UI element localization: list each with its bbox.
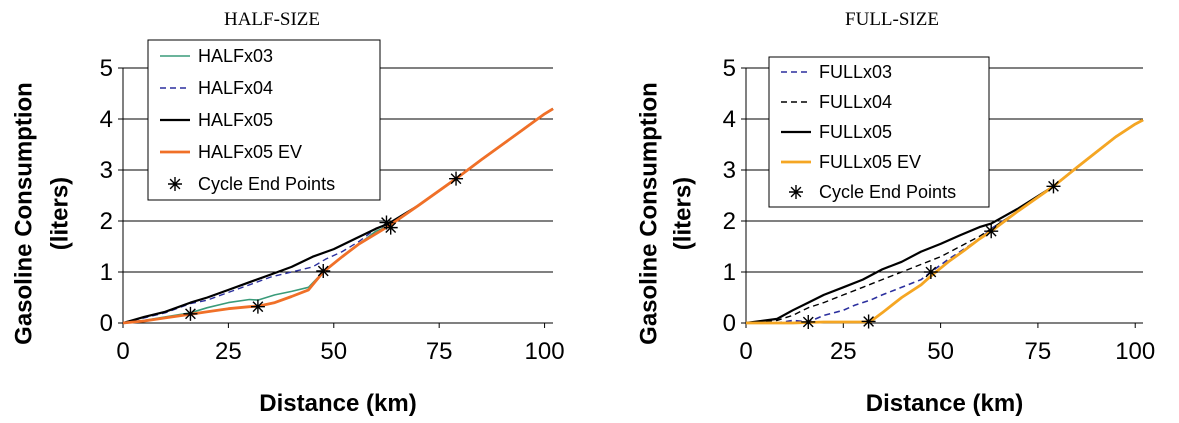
- y-axis-label-line2: (liters): [670, 177, 697, 250]
- y-tick-label: 1: [723, 259, 736, 286]
- x-tick-label: 0: [739, 338, 752, 365]
- y-tick-label: 0: [723, 310, 736, 337]
- chart-title: HALF-SIZE: [224, 9, 320, 30]
- legend-label: HALFx04: [198, 78, 273, 98]
- x-tick-label: 25: [215, 338, 242, 365]
- x-tick-label: 50: [320, 338, 347, 365]
- x-tick-label: 75: [426, 338, 453, 365]
- cycle-end-point-marker: [383, 220, 398, 235]
- y-axis-label-line2: (liters): [47, 177, 74, 250]
- legend-label: FULLx05 EV: [819, 152, 921, 172]
- legend-label: HALFx05: [198, 110, 273, 130]
- series-line-fullx05-ev: [746, 118, 1144, 325]
- legend-swatch-marker: [789, 185, 803, 199]
- y-tick-label: 1: [100, 259, 113, 286]
- cycle-end-point-marker: [250, 299, 265, 314]
- cycle-end-point-marker: [923, 265, 938, 279]
- y-tick-label: 3: [723, 157, 736, 184]
- legend-swatch-marker: [168, 177, 182, 191]
- y-tick-label: 2: [723, 208, 736, 235]
- legend-label: FULLx04: [819, 92, 892, 112]
- legend-label: FULLx05: [819, 122, 892, 142]
- series-line-fullx04: [745, 119, 1144, 324]
- x-axis-label: Distance (km): [866, 390, 1023, 417]
- legend-label: HALFx03: [198, 46, 273, 66]
- x-axis-label: Distance (km): [259, 390, 416, 417]
- chart-title: FULL-SIZE: [845, 9, 939, 30]
- legend: HALFx03 HALFx04 HALFx05 HALFx05 EV Cycle End…: [147, 39, 381, 201]
- x-tick-label: 100: [1115, 338, 1155, 365]
- x-tick-label: 25: [830, 338, 857, 365]
- cycle-end-point-marker: [449, 171, 464, 186]
- legend-label: FULLx03: [819, 62, 892, 82]
- legend-label: Cycle End Points: [198, 174, 335, 194]
- y-axis-label-line1: Gasoline Consumption: [11, 82, 38, 345]
- y-axis-label-line1: Gasoline Consumption: [636, 82, 663, 345]
- cycle-end-point-marker: [183, 306, 198, 321]
- legend: FULLx03 FULLx04 FULLx05 FULLx05 EV Cycle End…: [768, 56, 990, 208]
- cycle-end-point-marker: [861, 314, 876, 329]
- x-tick-label: 0: [116, 338, 129, 365]
- cycle-end-point-marker: [801, 314, 816, 329]
- y-tick-label: 3: [100, 157, 113, 184]
- x-tick-label: 100: [525, 338, 565, 365]
- y-tick-label: 4: [723, 106, 736, 133]
- x-tick-label: 75: [1025, 338, 1052, 365]
- cycle-end-point-marker: [984, 224, 999, 239]
- y-tick-label: 5: [100, 55, 113, 82]
- cycle-end-point-marker: [1046, 179, 1061, 194]
- y-tick-label: 4: [100, 106, 113, 133]
- x-tick-label: 50: [927, 338, 954, 365]
- legend-label: HALFx05 EV: [198, 142, 302, 162]
- cycle-end-point-marker: [316, 263, 331, 278]
- y-tick-label: 0: [100, 310, 113, 337]
- legend-label: Cycle End Points: [819, 182, 956, 202]
- y-tick-label: 2: [100, 208, 113, 235]
- y-tick-label: 5: [723, 55, 736, 82]
